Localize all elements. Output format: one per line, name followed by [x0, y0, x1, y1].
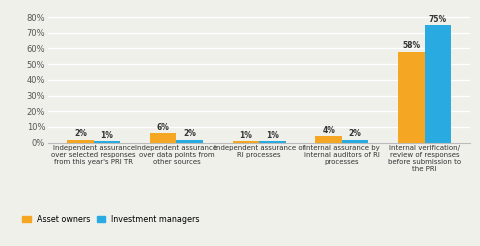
Text: 2%: 2%: [183, 129, 196, 138]
Bar: [398, 52, 425, 143]
Bar: [259, 141, 286, 143]
Text: 1%: 1%: [240, 131, 252, 140]
Text: 58%: 58%: [402, 42, 420, 50]
Text: 4%: 4%: [322, 126, 335, 135]
Bar: [150, 133, 177, 143]
Text: 2%: 2%: [349, 129, 361, 138]
Text: 1%: 1%: [100, 131, 113, 140]
Bar: [315, 136, 342, 143]
Text: 1%: 1%: [266, 131, 279, 140]
Text: 6%: 6%: [157, 123, 169, 132]
Legend: Asset owners, Investment managers: Asset owners, Investment managers: [23, 215, 200, 224]
Bar: [425, 25, 451, 143]
Text: 75%: 75%: [429, 15, 447, 24]
Bar: [67, 139, 94, 143]
Text: 2%: 2%: [74, 129, 87, 138]
Bar: [177, 139, 203, 143]
Bar: [342, 139, 369, 143]
Bar: [233, 141, 259, 143]
Bar: [94, 141, 120, 143]
